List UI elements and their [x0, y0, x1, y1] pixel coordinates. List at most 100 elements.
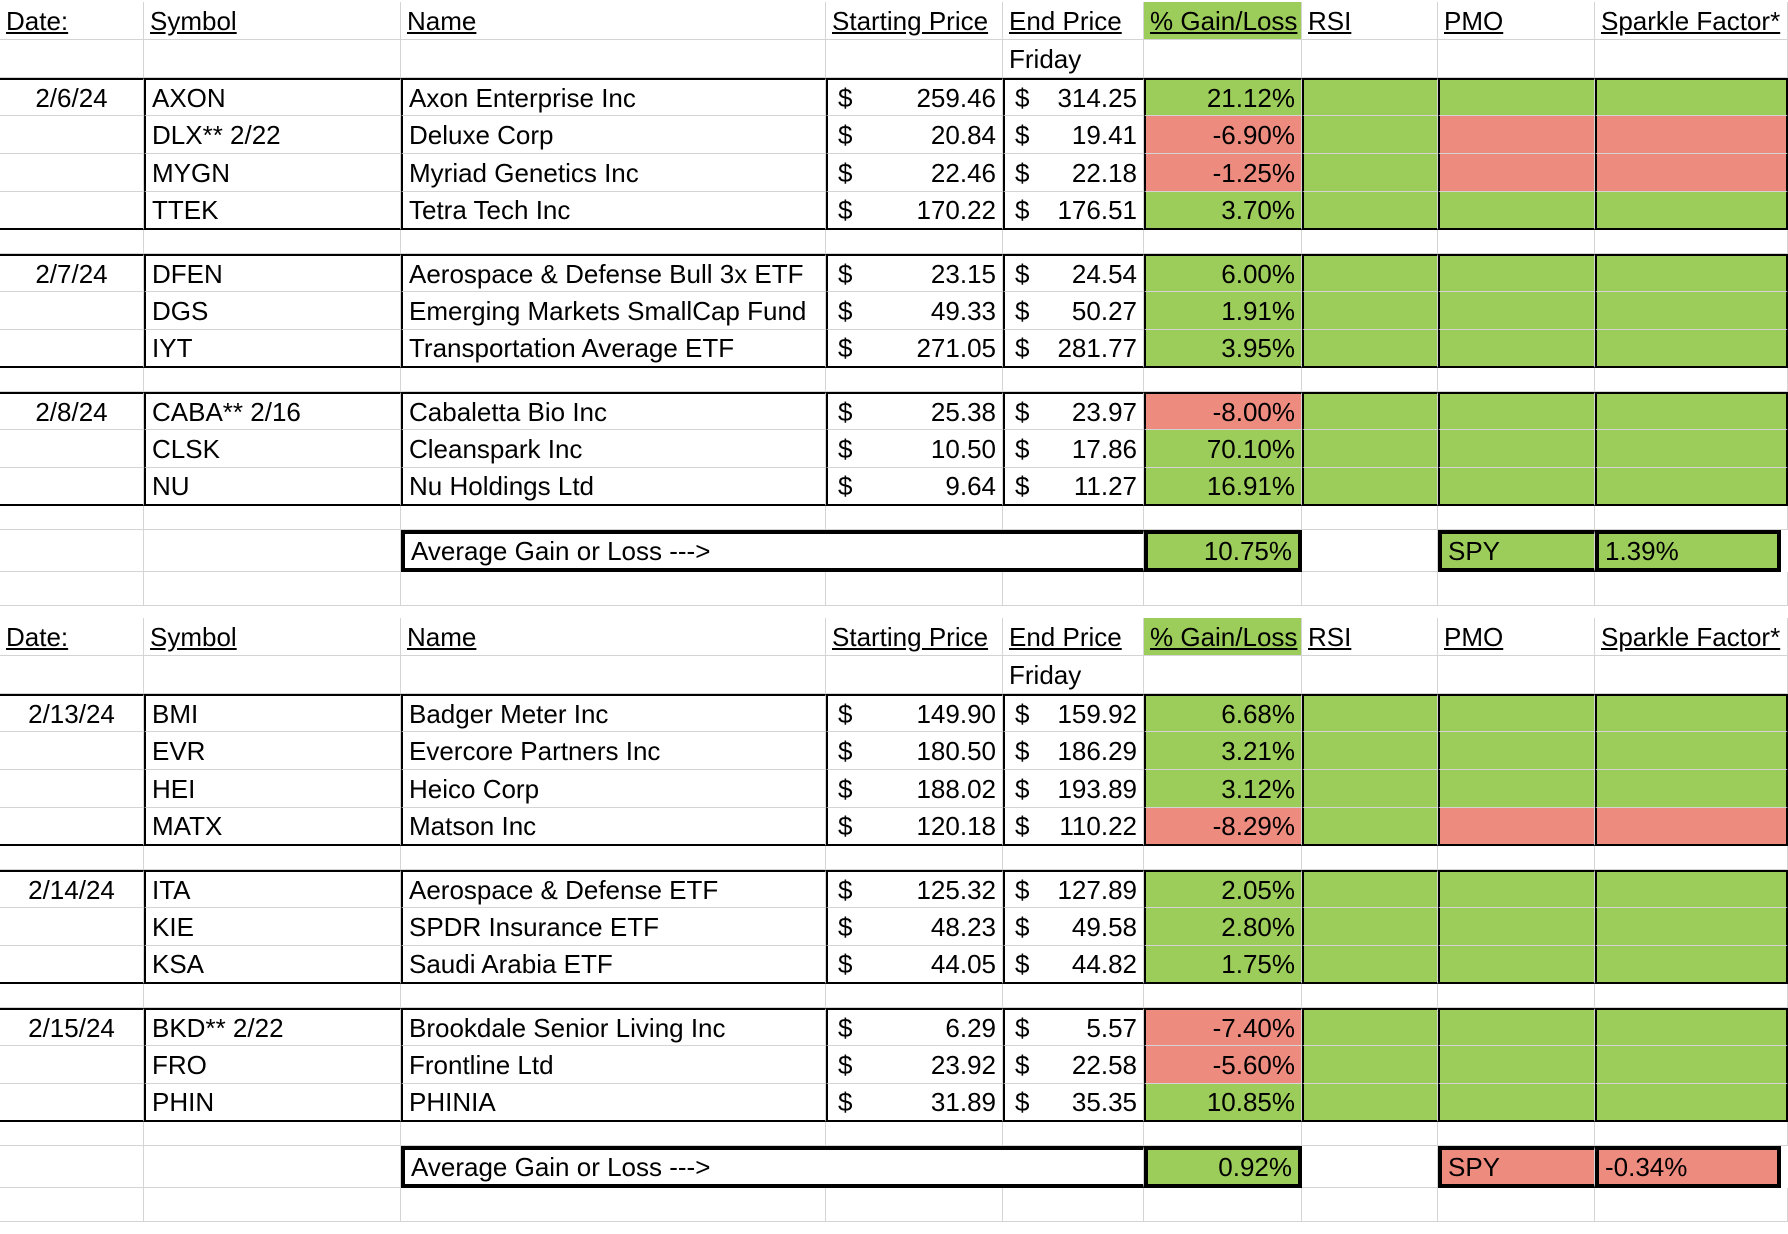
subheader-pmo[interactable]	[1438, 656, 1595, 694]
start-price-cell[interactable]: $23.92	[826, 1046, 1003, 1084]
gain-loss-cell[interactable]: 6.00%	[1144, 254, 1302, 292]
subheader-start[interactable]	[826, 656, 1003, 694]
average-blank[interactable]	[0, 1146, 144, 1188]
gain-loss-cell[interactable]: 6.68%	[1144, 694, 1302, 732]
sparkle-indicator-cell[interactable]	[1595, 808, 1788, 846]
spacer-cell[interactable]	[144, 368, 401, 392]
rsi-indicator-cell[interactable]	[1302, 468, 1438, 506]
pmo-indicator-cell[interactable]	[1438, 468, 1595, 506]
date-cell[interactable]	[0, 1046, 144, 1084]
end-price-cell[interactable]: $186.29	[1003, 732, 1144, 770]
header-sparkle[interactable]: Sparkle Factor*	[1595, 2, 1788, 40]
sparkle-indicator-cell[interactable]	[1595, 430, 1788, 468]
name-cell[interactable]: Transportation Average ETF	[401, 330, 826, 368]
spacer-cell[interactable]	[144, 1122, 401, 1146]
spacer-cell[interactable]	[401, 368, 826, 392]
spacer-cell[interactable]	[0, 1122, 144, 1146]
date-cell[interactable]: 2/15/24	[0, 1008, 144, 1046]
start-price-cell[interactable]: $20.84	[826, 116, 1003, 154]
friday-label[interactable]: Friday	[1003, 40, 1144, 78]
spacer-cell[interactable]	[0, 230, 144, 254]
symbol-cell[interactable]: BKD** 2/22	[144, 1008, 401, 1046]
name-cell[interactable]: Deluxe Corp	[401, 116, 826, 154]
end-price-cell[interactable]: $281.77	[1003, 330, 1144, 368]
gain-loss-cell[interactable]: -1.25%	[1144, 154, 1302, 192]
rsi-indicator-cell[interactable]	[1302, 1084, 1438, 1122]
spacer-cell[interactable]	[826, 506, 1003, 530]
end-price-cell[interactable]: $44.82	[1003, 946, 1144, 984]
start-price-cell[interactable]: $149.90	[826, 694, 1003, 732]
spacer-cell[interactable]	[826, 984, 1003, 1008]
spacer-cell[interactable]	[1144, 368, 1302, 392]
symbol-cell[interactable]: CLSK	[144, 430, 401, 468]
header-symbol[interactable]: Symbol	[144, 618, 401, 656]
symbol-cell[interactable]: AXON	[144, 78, 401, 116]
subheader-pmo[interactable]	[1438, 40, 1595, 78]
subheader-pct[interactable]	[1144, 656, 1302, 694]
average-blank[interactable]	[0, 530, 144, 572]
spacer-cell[interactable]	[1302, 368, 1438, 392]
gain-loss-cell[interactable]: -6.90%	[1144, 116, 1302, 154]
symbol-cell[interactable]: IYT	[144, 330, 401, 368]
start-price-cell[interactable]: $180.50	[826, 732, 1003, 770]
start-price-cell[interactable]: $259.46	[826, 78, 1003, 116]
rsi-indicator-cell[interactable]	[1302, 430, 1438, 468]
gain-loss-cell[interactable]: 70.10%	[1144, 430, 1302, 468]
average-blank[interactable]	[144, 530, 401, 572]
blank-cell[interactable]	[1144, 1188, 1302, 1222]
spacer-cell[interactable]	[1003, 368, 1144, 392]
sparkle-indicator-cell[interactable]	[1595, 732, 1788, 770]
start-price-cell[interactable]: $31.89	[826, 1084, 1003, 1122]
gain-loss-cell[interactable]: 2.80%	[1144, 908, 1302, 946]
spacer-cell[interactable]	[1595, 506, 1788, 530]
date-cell[interactable]	[0, 808, 144, 846]
spacer-cell[interactable]	[1438, 506, 1595, 530]
spacer-cell[interactable]	[401, 846, 826, 870]
sparkle-indicator-cell[interactable]	[1595, 870, 1788, 908]
subheader-start[interactable]	[826, 40, 1003, 78]
name-cell[interactable]: Myriad Genetics Inc	[401, 154, 826, 192]
gain-loss-cell[interactable]: 16.91%	[1144, 468, 1302, 506]
start-price-cell[interactable]: $23.15	[826, 254, 1003, 292]
spacer-cell[interactable]	[144, 846, 401, 870]
pmo-indicator-cell[interactable]	[1438, 870, 1595, 908]
rsi-indicator-cell[interactable]	[1302, 946, 1438, 984]
start-price-cell[interactable]: $120.18	[826, 808, 1003, 846]
blank-cell[interactable]	[144, 572, 401, 606]
spacer-cell[interactable]	[144, 230, 401, 254]
date-cell[interactable]: 2/6/24	[0, 78, 144, 116]
sparkle-indicator-cell[interactable]	[1595, 694, 1788, 732]
rsi-indicator-cell[interactable]	[1302, 392, 1438, 430]
blank-cell[interactable]	[1003, 1188, 1144, 1222]
subheader-rsi[interactable]	[1302, 40, 1438, 78]
average-blank[interactable]	[144, 1146, 401, 1188]
start-price-cell[interactable]: $170.22	[826, 192, 1003, 230]
spy-label[interactable]: SPY	[1438, 1146, 1595, 1188]
average-value[interactable]: 10.75%	[1144, 530, 1302, 572]
name-cell[interactable]: Evercore Partners Inc	[401, 732, 826, 770]
pmo-indicator-cell[interactable]	[1438, 192, 1595, 230]
header-rsi[interactable]: RSI	[1302, 618, 1438, 656]
blank-cell[interactable]	[0, 572, 144, 606]
name-cell[interactable]: Badger Meter Inc	[401, 694, 826, 732]
pmo-indicator-cell[interactable]	[1438, 908, 1595, 946]
sparkle-indicator-cell[interactable]	[1595, 1084, 1788, 1122]
symbol-cell[interactable]: HEI	[144, 770, 401, 808]
gain-loss-cell[interactable]: 1.91%	[1144, 292, 1302, 330]
pmo-indicator-cell[interactable]	[1438, 292, 1595, 330]
start-price-cell[interactable]: $125.32	[826, 870, 1003, 908]
sparkle-indicator-cell[interactable]	[1595, 468, 1788, 506]
end-price-cell[interactable]: $35.35	[1003, 1084, 1144, 1122]
end-price-cell[interactable]: $49.58	[1003, 908, 1144, 946]
spacer-cell[interactable]	[1003, 984, 1144, 1008]
date-cell[interactable]	[0, 116, 144, 154]
start-price-cell[interactable]: $271.05	[826, 330, 1003, 368]
spacer-cell[interactable]	[1302, 230, 1438, 254]
spacer-cell[interactable]	[1144, 846, 1302, 870]
gain-loss-cell[interactable]: -8.29%	[1144, 808, 1302, 846]
symbol-cell[interactable]: FRO	[144, 1046, 401, 1084]
blank-cell[interactable]	[0, 1188, 144, 1222]
blank-cell[interactable]	[1595, 1188, 1788, 1222]
end-price-cell[interactable]: $22.58	[1003, 1046, 1144, 1084]
sparkle-indicator-cell[interactable]	[1595, 908, 1788, 946]
